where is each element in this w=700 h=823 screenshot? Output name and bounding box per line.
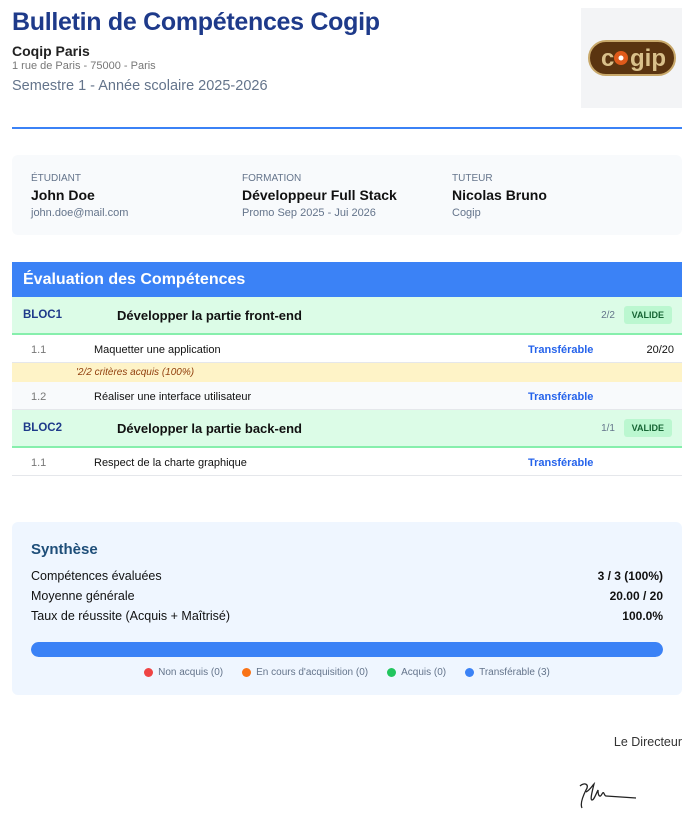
evaluation-title: Évaluation des Compétences	[12, 262, 682, 297]
competence-row: 1.1 Respect de la charte graphique Transfé…	[12, 448, 682, 476]
label: Formation	[242, 173, 302, 184]
competence-name: Maquetter une application	[94, 344, 221, 356]
student-name: John Doe	[31, 187, 95, 203]
cogip-logo: c gip	[581, 8, 682, 108]
summary-label: Compétences évaluées	[31, 569, 162, 583]
summary-value: 3 / 3 (100%)	[597, 569, 663, 583]
tutor-info: Tuteur Nicolas Bruno Cogip	[452, 173, 547, 219]
legend-label: En cours d'acquisition (0)	[256, 667, 369, 678]
bloc-count: 1/1	[601, 423, 615, 434]
evaluation-table: Évaluation des Compétences BLOC1 Développ…	[12, 262, 682, 476]
legend-label: Acquis (0)	[401, 667, 447, 678]
header-divider	[12, 127, 682, 129]
competence-number: 1.2	[31, 391, 47, 403]
competence-number: 1.1	[31, 344, 47, 356]
competence-grade: 20/20	[646, 344, 674, 356]
summary-value: 20.00 / 20	[609, 589, 663, 603]
status-badge: VALIDE	[623, 419, 672, 437]
bloc-row: BLOC2 Développer la partie back-end 1/1 VAL…	[12, 410, 682, 448]
status-badge: VALIDE	[623, 306, 672, 324]
competence-status: Transférable	[528, 391, 594, 403]
bloc-code: BLOC1	[23, 309, 62, 321]
formation-info: Formation Développeur Full Stack Promo Sep…	[242, 173, 397, 219]
progress-fill	[31, 642, 663, 657]
bloc-name: Développer la partie front-end	[117, 308, 302, 323]
svg-text:c: c	[601, 45, 614, 72]
competence-number: 1.1	[31, 457, 47, 469]
label: Étudiant	[31, 173, 81, 184]
info-panel: Étudiant John Doe john.doe@mail.com Format…	[12, 155, 682, 235]
student-email: john.doe@mail.com	[31, 207, 129, 219]
summary-label: Moyenne générale	[31, 589, 135, 603]
bloc-name: Développer la partie back-end	[117, 421, 302, 436]
legend-dot-icon	[387, 668, 397, 677]
legend-item: Transférable (3)	[465, 667, 550, 678]
legend-label: Transférable (3)	[479, 667, 550, 678]
summary-row: Taux de réussite (Acquis + Maîtrisé) 100.…	[31, 609, 663, 623]
competence-row: 1.2 Réaliser une interface utilisateur Tra…	[12, 382, 682, 410]
progress-bar	[31, 642, 663, 657]
competence-name: Respect de la charte graphique	[94, 457, 247, 469]
competence-name: Réaliser une interface utilisateur	[94, 391, 252, 403]
legend: Non acquis (0) En cours d'acquisition (0…	[12, 667, 682, 678]
signature-image	[579, 781, 637, 809]
signatory-label: Le Directeur	[613, 735, 682, 749]
bloc-code: BLOC2	[23, 422, 62, 434]
summary-value: 100.0%	[622, 609, 663, 623]
competence-status: Transférable	[528, 344, 594, 356]
summary-row: Compétences évaluées 3 / 3 (100%)	[31, 569, 663, 583]
promo: Promo Sep 2025 - Jui 2026	[242, 207, 376, 219]
competence-row: 1.1 Maquetter une application Transférable…	[12, 335, 682, 363]
competence-status: Transférable	[528, 457, 594, 469]
svg-text:gip: gip	[630, 45, 666, 72]
synthese-title: Synthèse	[31, 541, 98, 558]
legend-label: Non acquis (0)	[158, 667, 224, 678]
legend-dot-icon	[144, 668, 154, 677]
legend-dot-icon	[465, 668, 475, 677]
bloc-count: 2/2	[601, 310, 615, 321]
summary-row: Moyenne générale 20.00 / 20	[31, 589, 663, 603]
student-info: Étudiant John Doe john.doe@mail.com	[31, 173, 128, 219]
summary-label: Taux de réussite (Acquis + Maîtrisé)	[31, 609, 231, 623]
tutor-name: Nicolas Bruno	[452, 187, 547, 203]
tutor-company: Cogip	[452, 207, 481, 219]
legend-item: En cours d'acquisition (0)	[242, 667, 368, 678]
page-title: Bulletin de Compétences Cogip	[12, 8, 380, 36]
legend-item: Non acquis (0)	[144, 667, 223, 678]
formation-name: Développeur Full Stack	[242, 187, 397, 203]
school-address: 1 rue de Paris - 75000 - Paris	[12, 60, 156, 72]
school-name: Coqip Paris	[12, 43, 90, 59]
bloc-row: BLOC1 Développer la partie front-end 2/2 VA…	[12, 297, 682, 335]
legend-item: Acquis (0)	[387, 667, 446, 678]
synthese-panel: Synthèse Compétences évaluées 3 / 3 (100%…	[12, 522, 682, 695]
competence-comment: '2/2 critères acquis (100%)	[12, 363, 682, 382]
legend-dot-icon	[242, 668, 252, 677]
label: Tuteur	[452, 173, 493, 184]
semester: Semestre 1 - Année scolaire 2025-2026	[12, 78, 268, 94]
